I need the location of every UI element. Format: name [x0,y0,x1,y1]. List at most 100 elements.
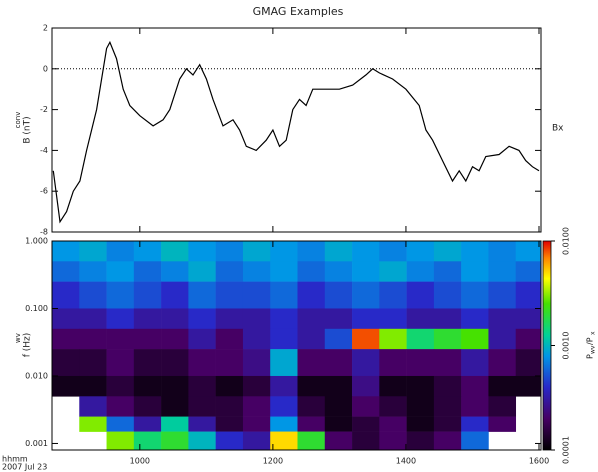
heatmap-cell [407,376,435,397]
y-tick-label: 1.000 [25,237,48,246]
heatmap-cell [407,396,435,417]
heatmap-cell [461,396,489,417]
heatmap-cell [107,396,135,417]
heatmap-cell [161,261,189,282]
heatmap-cell [379,241,407,262]
heatmap-cell [188,308,216,329]
heatmap-cell [325,308,353,329]
chart: GMAG Examples B (nT) conv Bx f (Hz) wv h… [0,0,598,472]
heatmap-cell [161,308,189,329]
heatmap-cell [434,417,462,432]
heatmap-cell [216,282,244,309]
heatmap-cell [243,329,271,350]
x-tick-label: 1200 [263,457,283,466]
heatmap-cell [243,417,271,432]
heatmap-cell [243,282,271,309]
heatmap-cell [107,349,135,376]
y-tick-label: 0 [43,64,48,73]
heatmap-cell [161,376,189,397]
heatmap-cell [107,417,135,432]
heatmap-cell [161,329,189,350]
heatmap-cell [216,349,244,376]
heatmap-cell [516,376,542,397]
heatmap-cell [79,282,107,309]
heatmap-cell [161,241,189,262]
heatmap-cell [107,261,135,282]
heatmap-cell [216,329,244,350]
heatmap-cell [488,417,516,432]
heatmap-cell [516,308,542,329]
x-tick-label: 1000 [130,457,150,466]
heatmap-cell [379,349,407,376]
heatmap-cell [461,241,489,262]
heatmap-cell [407,308,435,329]
heatmap-cell [270,417,298,432]
heatmap-cell [434,241,462,262]
heatmap-cell [243,349,271,376]
heatmap-cell [216,417,244,432]
colorbar-label-ratio: /P [586,337,595,345]
y-tick-label: -6 [40,187,48,196]
heatmap-cell [79,349,107,376]
heatmap-cell [297,261,325,282]
heatmap-cell [79,376,107,397]
colorbar-label-sub: wv [590,345,597,354]
heatmap-cell [352,349,380,376]
heatmap-cell [352,432,380,451]
heatmap-cell [407,349,435,376]
heatmap-cell [325,282,353,309]
heatmap-cell [52,308,80,329]
heatmap-cell [488,329,516,350]
heatmap-cell [407,417,435,432]
heatmap-cell [488,308,516,329]
heatmap-cell [134,329,162,350]
heatmap-cell [352,396,380,417]
heatmap-cell [52,241,80,262]
heatmap-cell [297,417,325,432]
heatmap-cell [325,396,353,417]
heatmap-cell [352,376,380,397]
heatmap-cell [488,261,516,282]
y-tick-label: 2 [43,24,48,33]
heatmap-cell [134,417,162,432]
heatmap-cell [243,432,271,451]
heatmap-cell [107,308,135,329]
heatmap-cell [516,241,542,262]
heatmap-cell [161,432,189,451]
heatmap-cell [461,417,489,432]
heatmap-cell [516,282,542,309]
heatmap-cell [488,376,516,397]
heatmap-cell [188,261,216,282]
y-tick-label: -2 [40,105,48,114]
heatmap-cell [134,261,162,282]
heatmap-cell [270,396,298,417]
heatmap-cell [379,282,407,309]
heatmap-cell [461,261,489,282]
heatmap-cell [79,308,107,329]
heatmap-cell [270,241,298,262]
heatmap-cell [434,282,462,309]
heatmap-cell [161,349,189,376]
heatmap-cell [297,349,325,376]
heatmap-cell [325,241,353,262]
colorbar-label: P wv /P x [586,331,597,359]
heatmap-cell [270,376,298,397]
heatmap-cell [297,308,325,329]
heatmap-cell [216,396,244,417]
heatmap-cell [270,329,298,350]
heatmap-cell [188,417,216,432]
heatmap-cell [243,261,271,282]
series-label: Bx [552,124,564,134]
heatmap-cell [352,261,380,282]
heatmap-cell [188,376,216,397]
heatmap-cell [325,329,353,350]
heatmap-cell [79,241,107,262]
heatmap-cell [216,308,244,329]
heatmap-cell [379,417,407,432]
heatmap-cell [488,349,516,376]
heatmap-cell [134,376,162,397]
heatmap-cell [516,349,542,376]
heatmap-cell [488,396,516,417]
x-tick-label: 1600 [529,457,549,466]
heatmap-cell [379,432,407,451]
